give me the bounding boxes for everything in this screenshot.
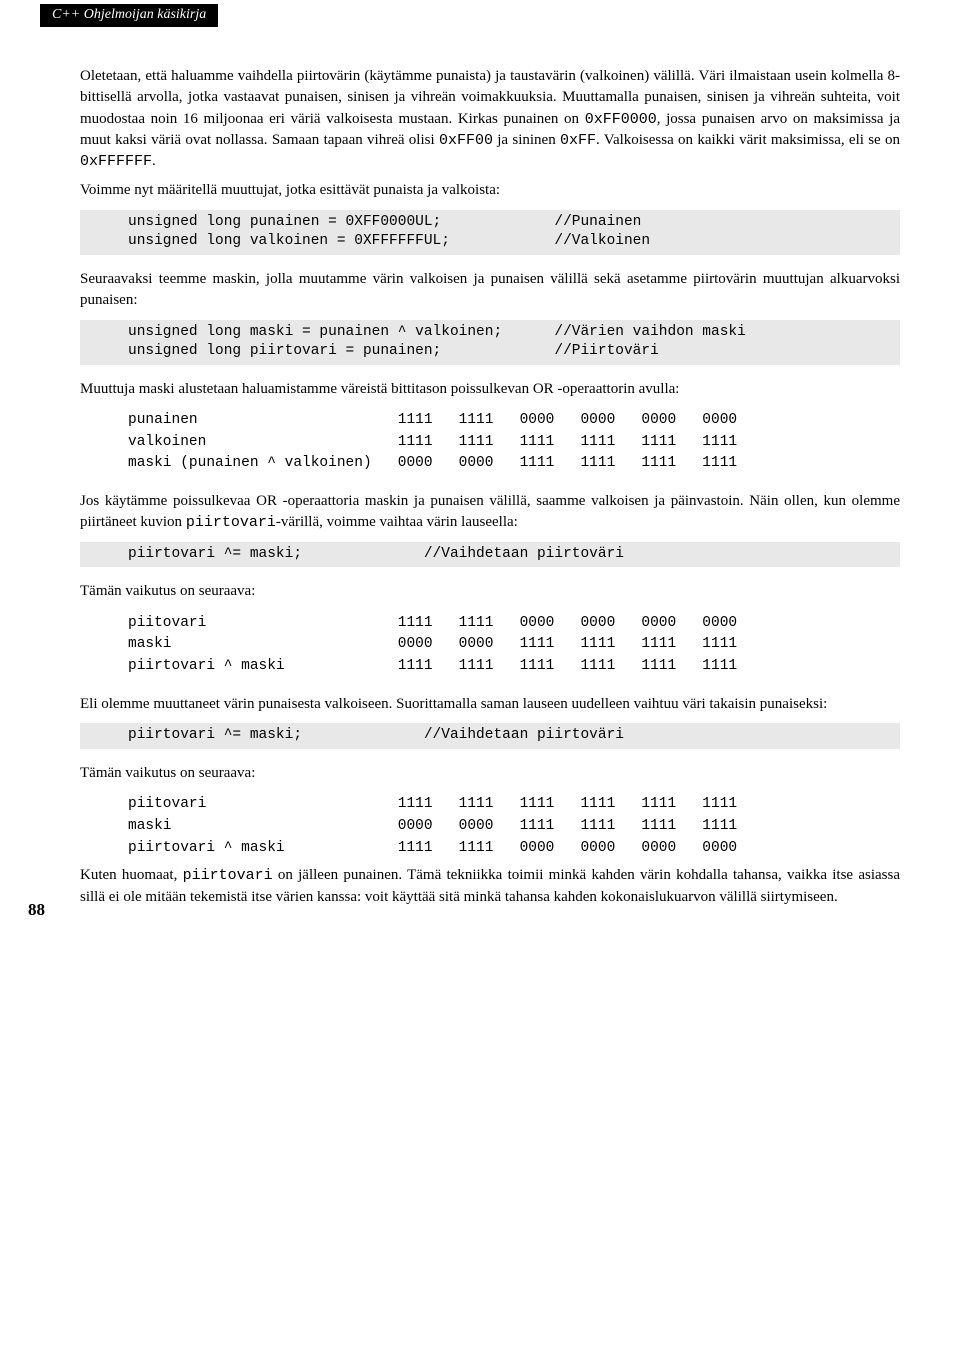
p1-text-c: ja sininen xyxy=(493,132,560,148)
paragraph-2: Voimme nyt määritellä muuttujat, jotka e… xyxy=(80,180,900,201)
paragraph-3: Seuraavaksi teemme maskin, jolla muutamm… xyxy=(80,269,900,312)
header-tab: C++ Ohjelmoijan käsikirja xyxy=(40,4,218,27)
paragraph-1: Oletetaan, että haluamme vaihdella piirt… xyxy=(80,66,900,172)
paragraph-6: Tämän vaikutus on seuraava: xyxy=(80,581,900,602)
p1-text-e: . xyxy=(152,153,156,169)
p1-text-d: . Valkoisessa on kaikki värit maksimissa… xyxy=(596,132,900,148)
paragraph-7: Eli olemme muuttaneet värin punaisesta v… xyxy=(80,694,900,715)
p9-text-a: Kuten huomaat, xyxy=(80,867,183,883)
bit-table-1: punainen 1111 1111 0000 0000 0000 0000 v… xyxy=(80,408,900,477)
inline-code-1b: 0xFF00 xyxy=(439,132,493,149)
page-number: 88 xyxy=(28,900,45,920)
inline-code-9: piirtovari xyxy=(183,867,273,884)
bit-table-2: piitovari 1111 1111 0000 0000 0000 0000 … xyxy=(80,611,900,680)
inline-code-5: piirtovari xyxy=(186,514,276,531)
paragraph-9: Kuten huomaat, piirtovari on jälleen pun… xyxy=(80,865,900,908)
code-block-2: unsigned long maski = punainen ^ valkoin… xyxy=(80,320,900,365)
p5-text-b: -värillä, voimme vaihtaa värin lauseella… xyxy=(276,514,518,530)
bit-table-3: piitovari 1111 1111 1111 1111 1111 1111 … xyxy=(80,792,900,861)
code-block-4: piirtovari ^= maski; //Vaihdetaan piirto… xyxy=(80,723,900,749)
inline-code-1a: 0xFF0000 xyxy=(585,111,657,128)
paragraph-5: Jos käytämme poissulkevaa OR -operaattor… xyxy=(80,491,900,534)
inline-code-1d: 0xFFFFFF xyxy=(80,153,152,170)
code-block-3: piirtovari ^= maski; //Vaihdetaan piirto… xyxy=(80,542,900,568)
code-block-1: unsigned long punainen = 0XFF0000UL; //P… xyxy=(80,210,900,255)
paragraph-4: Muuttuja maski alustetaan haluamistamme … xyxy=(80,379,900,400)
paragraph-8: Tämän vaikutus on seuraava: xyxy=(80,763,900,784)
inline-code-1c: 0xFF xyxy=(560,132,596,149)
